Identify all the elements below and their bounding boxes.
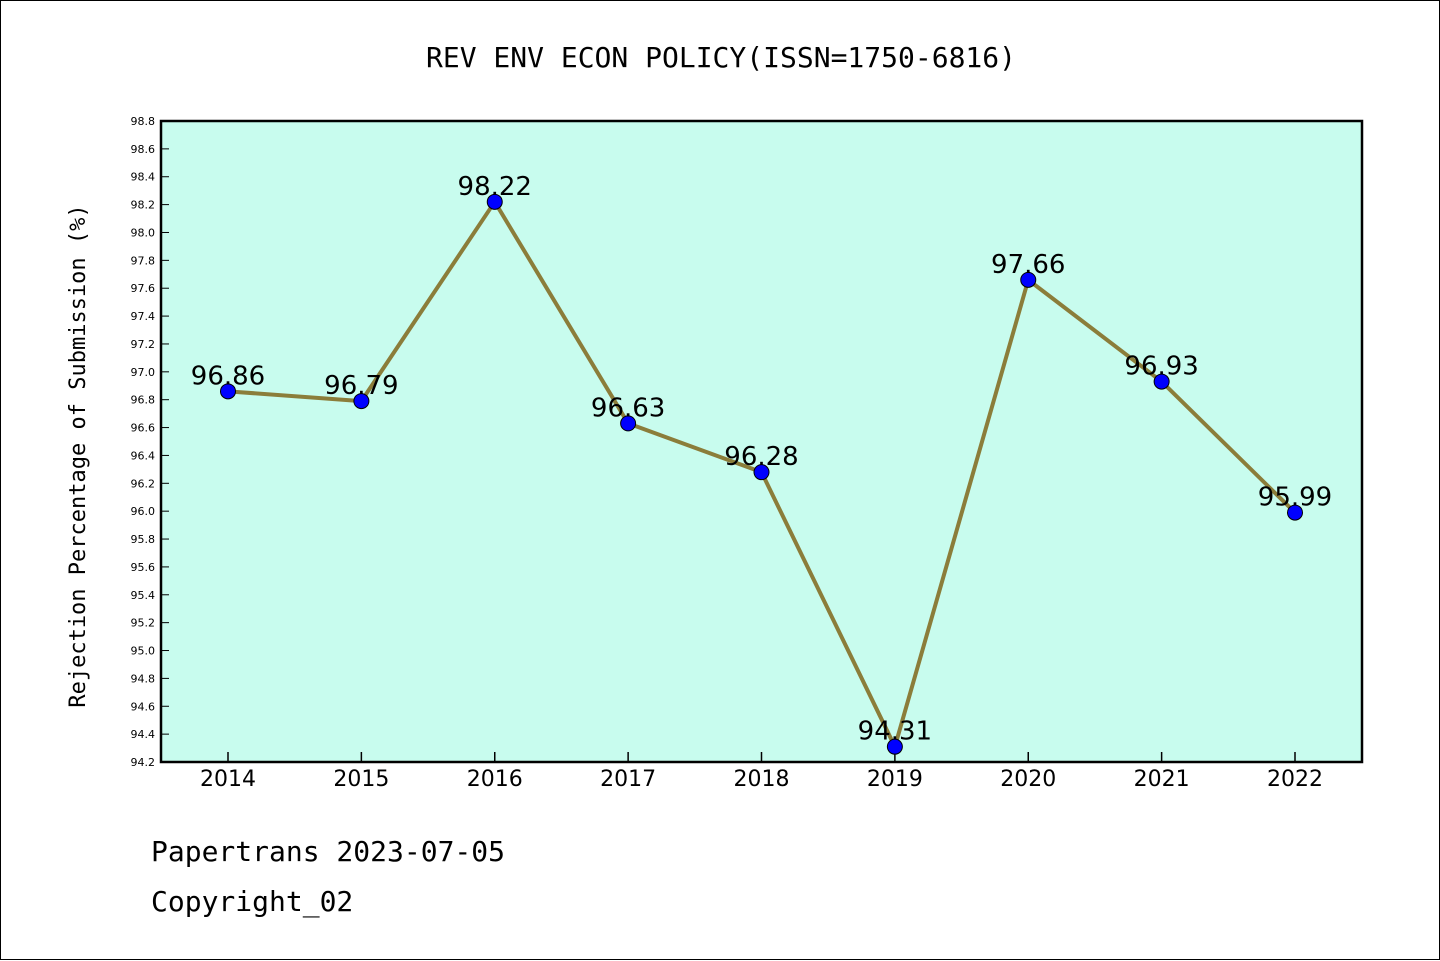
y-tick-label: 94.6: [131, 700, 156, 713]
x-tick-label: 2019: [867, 767, 923, 792]
x-axis-ticks: 2014 2015 2016 2017 2018 2019 2020 2021 2022: [200, 752, 1323, 792]
y-tick-label: 97.0: [131, 366, 156, 379]
data-label: 97.66: [991, 250, 1065, 280]
data-point: [1020, 271, 1037, 288]
y-tick-label: 98.2: [131, 199, 156, 212]
y-tick-label: 98.8: [131, 115, 156, 128]
y-tick-label: 98.6: [131, 143, 156, 156]
y-tick-label: 97.2: [131, 338, 156, 351]
y-tick-label: 97.4: [131, 310, 156, 323]
y-tick-label: 96.2: [131, 477, 156, 490]
footer-copyright: Copyright_02: [151, 885, 354, 918]
data-markers: [220, 193, 1303, 755]
data-label: 94.31: [858, 717, 932, 747]
x-tick-label: 2016: [467, 767, 523, 792]
y-tick-label: 95.8: [131, 533, 156, 546]
x-tick-label: 2018: [734, 767, 790, 792]
y-tick-label: 96.0: [131, 505, 156, 518]
plot-border: [159, 119, 1364, 764]
data-point: [753, 464, 770, 481]
data-point: [1287, 504, 1303, 521]
x-tick-label: 2021: [1134, 767, 1190, 792]
x-tick-label: 2014: [200, 767, 256, 792]
data-label: 96.28: [724, 442, 798, 472]
y-tick-label: 95.4: [131, 589, 156, 602]
y-tick-label: 94.8: [131, 672, 156, 685]
y-tick-label: 97.6: [131, 282, 156, 295]
y-tick-label: 98.0: [131, 226, 156, 239]
y-axis-ticks: 94.2 94.4 94.6 94.8 95.0 95.2 95.4 95.6 95.8 96.0…: [131, 115, 169, 769]
data-label: 96.86: [191, 361, 265, 391]
y-tick-label: 96.8: [131, 394, 156, 407]
x-tick-label: 2022: [1267, 767, 1323, 792]
data-labels: 96.86 96.79 98.22 96.63 96.28 94.31 97.66 96.93…: [191, 172, 1332, 747]
y-tick-label: 95.2: [131, 617, 156, 630]
data-point: [220, 383, 236, 400]
y-tick-label: 95.6: [131, 561, 156, 574]
data-label: 96.93: [1124, 352, 1198, 382]
data-point: [886, 738, 903, 755]
data-label: 98.22: [458, 172, 532, 202]
y-tick-label: 96.6: [131, 422, 156, 435]
y-tick-label: 97.8: [131, 254, 156, 267]
data-point: [620, 415, 637, 432]
data-point: [486, 193, 503, 210]
y-tick-label: 95.0: [131, 645, 156, 658]
x-tick-label: 2020: [1000, 767, 1056, 792]
data-point: [1153, 373, 1170, 390]
data-label: 96.63: [591, 393, 665, 423]
y-tick-label: 98.4: [131, 171, 156, 184]
x-tick-label: 2017: [600, 767, 656, 792]
x-tick-label: 2015: [333, 767, 389, 792]
chart-title: REV ENV ECON POLICY(ISSN=1750-6816): [426, 41, 1016, 74]
y-tick-label: 96.4: [131, 449, 156, 462]
y-tick-label: 94.4: [131, 728, 156, 741]
footer-date: Papertrans 2023-07-05: [151, 835, 506, 868]
plot-area: [161, 121, 1362, 762]
y-tick-label: 94.2: [131, 756, 156, 769]
data-label: 96.79: [324, 371, 398, 401]
data-label: 95.99: [1258, 483, 1332, 513]
y-axis-label: Rejection Percentage of Submission (%): [66, 204, 91, 707]
data-point: [353, 393, 370, 410]
